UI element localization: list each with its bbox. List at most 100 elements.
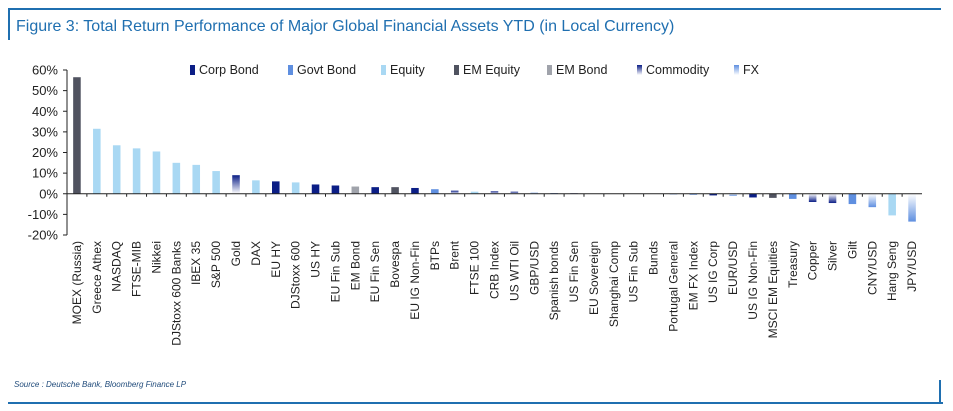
bar — [252, 180, 260, 194]
bar — [152, 151, 161, 194]
x-tick-label: JPY/USD — [905, 241, 919, 292]
legend-label: Corp Bond — [199, 63, 259, 77]
frame-top-border — [8, 8, 941, 10]
y-tick-label: -10% — [28, 207, 59, 222]
x-tick-label: NASDAQ — [110, 241, 124, 292]
bar — [450, 190, 459, 194]
x-tick-label: EU Fin Sen — [368, 241, 382, 302]
bar — [689, 193, 698, 195]
y-tick-label: -20% — [28, 228, 59, 243]
x-tick-label: GBP/USD — [527, 241, 541, 295]
bar — [808, 193, 817, 202]
x-axis: MOEX (Russia) Greece Athex NASDAQ FTSE-MIB N… — [66, 193, 922, 346]
x-tick-label: Gold — [229, 241, 243, 266]
x-tick-label: DJStoxx 600 Banks — [169, 241, 183, 346]
x-tick-label: EM FX Index — [686, 241, 700, 310]
y-tick-label: 0% — [39, 186, 58, 201]
bar — [828, 193, 837, 204]
x-tick-label: Shanghai Comp — [607, 241, 621, 327]
x-tick-label: US Fin Sen — [567, 241, 581, 302]
x-tick-label: Nikkei — [149, 241, 163, 274]
x-tick-label: US IG Corp — [706, 241, 720, 303]
bar — [470, 191, 479, 194]
source-note: Source : Deutsche Bank, Bloomberg Financ… — [14, 380, 187, 389]
legend-label: EM Equity — [463, 63, 521, 77]
x-tick-label: IBEX 35 — [189, 241, 203, 285]
y-tick-label: 60% — [32, 63, 58, 78]
bar — [232, 175, 240, 194]
frame-right-border — [939, 380, 941, 404]
y-tick-label: 20% — [32, 145, 58, 160]
legend-swatch — [288, 65, 293, 75]
bar — [371, 187, 379, 194]
y-axis: -20% -10% 0% 10% 20% 30% 40% 50% 60% — [28, 63, 68, 243]
x-tick-label: CRB Index — [488, 241, 502, 299]
y-tick-label: 10% — [32, 166, 58, 181]
bar — [908, 193, 916, 222]
y-tick-label: 30% — [32, 124, 58, 139]
bar — [272, 181, 280, 194]
bar — [490, 191, 499, 194]
chart-title: Figure 3: Total Return Performance of Ma… — [16, 18, 675, 35]
x-tick-label: FTSE-MIB — [130, 241, 144, 297]
legend-label: EM Bond — [556, 63, 607, 77]
legend-swatch — [734, 65, 739, 75]
legend-swatch — [454, 65, 459, 75]
bar — [431, 189, 439, 194]
legend-label: Govt Bond — [297, 63, 356, 77]
bar — [172, 162, 181, 194]
bar — [510, 191, 519, 194]
x-tick-label: US IG Non-Fin — [746, 241, 760, 320]
bar — [729, 193, 737, 196]
legend-label: Equity — [390, 63, 425, 77]
x-tick-label: EU IG Non-Fin — [408, 241, 422, 320]
legend-label: FX — [743, 63, 760, 77]
x-tick-label: Brent — [448, 240, 462, 269]
bar — [391, 187, 399, 194]
x-tick-label: EU HY — [269, 241, 283, 278]
legend-swatch — [637, 65, 642, 75]
frame-bottom-border — [8, 402, 943, 404]
x-tick-label: MSCI EM Equities — [766, 241, 780, 338]
x-tick-label: Portugal General — [666, 241, 680, 332]
legend-label: Commodity — [646, 63, 710, 77]
x-tick-label: EM Bond — [348, 241, 362, 290]
bar — [112, 145, 121, 194]
x-tick-label: Treasury — [786, 241, 800, 288]
x-tick-label: Copper — [806, 241, 820, 280]
y-tick-label: 40% — [32, 104, 58, 119]
x-tick-label: EUR/USD — [726, 241, 740, 295]
bar — [73, 77, 81, 194]
bars — [73, 77, 916, 222]
bar — [769, 193, 777, 198]
y-tick-label: 50% — [32, 83, 58, 98]
x-tick-label: US WTI Oil — [507, 241, 521, 301]
x-tick-label: CNY/USD — [865, 241, 879, 295]
bar — [709, 193, 717, 196]
bar — [331, 185, 340, 194]
bar — [93, 128, 101, 194]
x-tick-label: BTPs — [428, 241, 442, 270]
x-tick-label: Hang Seng — [885, 241, 899, 301]
legend-swatch — [190, 65, 195, 75]
bar — [749, 193, 757, 198]
x-tick-label: US Fin Sub — [627, 241, 641, 303]
x-tick-label: Bovespa — [388, 241, 402, 288]
legend-swatch — [547, 65, 552, 75]
bar — [212, 171, 220, 194]
bar — [848, 193, 857, 205]
x-tick-label: Bunds — [647, 241, 661, 275]
x-tick-label: DJStoxx 600 — [289, 241, 303, 309]
bar — [888, 193, 896, 216]
x-tick-label: EU Fin Sub — [328, 241, 342, 303]
bar — [411, 187, 419, 194]
bar — [192, 164, 201, 194]
frame-left-border — [8, 8, 10, 40]
x-tick-label: DAX — [249, 241, 263, 266]
bar — [351, 186, 360, 194]
x-tick-label: S&P 500 — [209, 241, 223, 288]
bar — [132, 148, 141, 194]
x-tick-label: Spanish bonds — [547, 241, 561, 320]
x-tick-label: FTSE 100 — [468, 241, 482, 295]
